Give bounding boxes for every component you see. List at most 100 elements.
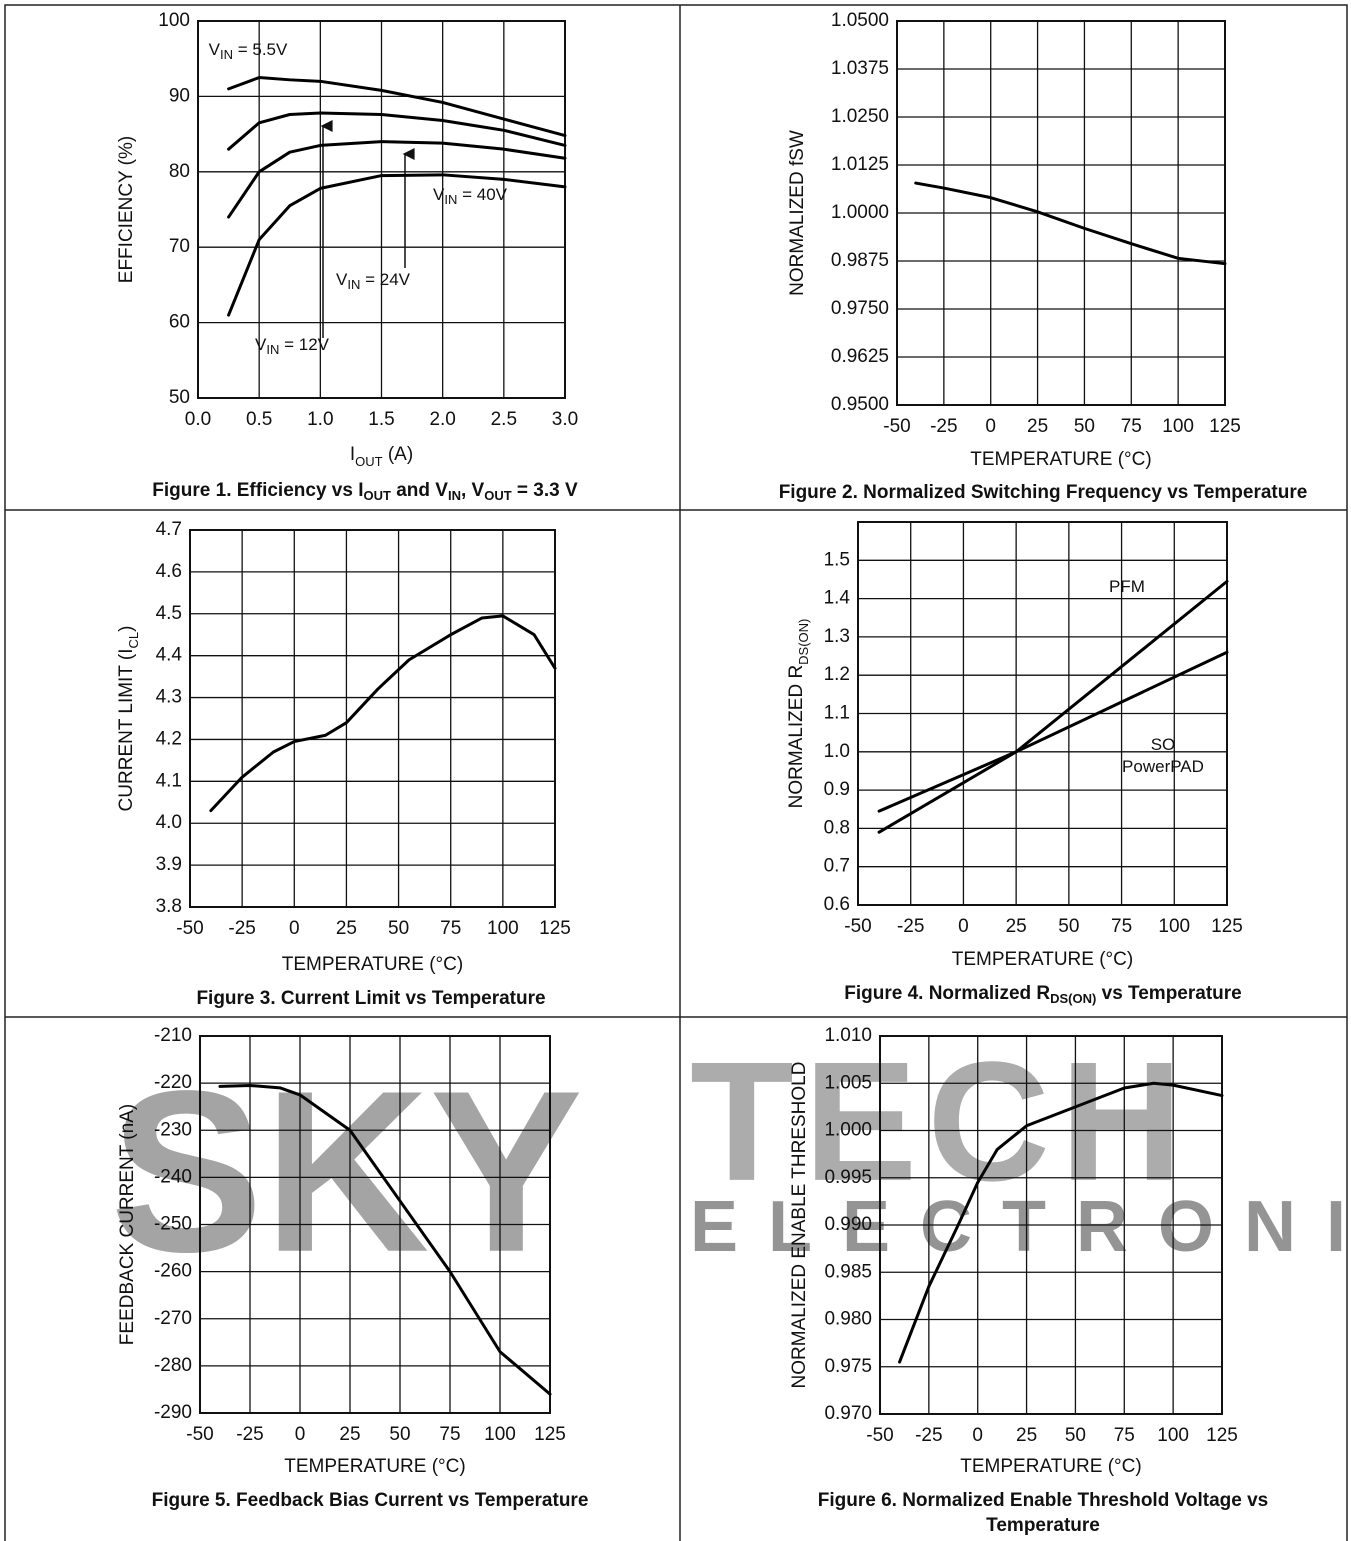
x-tick-label: 0 [289,918,300,939]
text-part: and V [390,480,448,501]
text-part: DS(ON) [1050,991,1097,1006]
x-tick-label: 75 [440,918,461,939]
text-part: Figure 3. Current Limit vs Temperature [196,988,546,1009]
plot-frame [879,1035,1223,1415]
y-tick-label: -270 [154,1308,192,1329]
text-part: OUT [484,488,512,503]
x-tick-label: -25 [236,1424,263,1445]
y-tick-label: 70 [169,236,190,257]
text-part: Figure 2. Normalized Switching Frequency… [778,482,1308,503]
y-tick-label: 1.4 [824,588,851,609]
text-part: NORMALIZED R [786,665,807,809]
y-axis-label: NORMALIZED ENABLE THRESHOLD [789,1062,810,1389]
text-part: NORMALIZED fSW [787,130,808,296]
x-tick-label: 0 [958,916,969,937]
x-tick-label: 100 [484,1424,516,1445]
y-tick-label: 0.8 [824,817,850,838]
y-tick-label: 0.980 [824,1309,872,1330]
y-tick-label: -240 [154,1166,192,1187]
chart-title: Figure 1. Efficiency vs IOUT and VIN, VO… [45,478,685,503]
x-tick-label: -50 [866,1425,893,1446]
y-tick-label: 1.3 [824,626,850,647]
text-part: PFM [1109,577,1145,596]
x-tick-label: 100 [1158,916,1190,937]
text-part: OUT [363,488,391,503]
y-tick-label: 0.9875 [831,250,889,271]
x-tick-label: 50 [1074,416,1095,437]
series-label: VIN = 24V [323,269,423,291]
y-tick-label: 0.9500 [831,394,889,415]
y-tick-label: 0.7 [824,856,850,877]
x-tick-label: 2.5 [491,409,517,430]
y-tick-label: 4.7 [156,519,182,540]
text-part: CURRENT LIMIT (I [116,649,137,812]
text-part: V [255,335,267,354]
data-line [877,650,1229,813]
table-frame [4,4,1348,1541]
text-part: = 3.3 V [511,480,578,501]
x-tick-label: 125 [534,1424,566,1445]
y-tick-label: -250 [154,1214,192,1235]
y-tick-label: 4.6 [156,561,182,582]
y-tick-label: 1.0375 [831,58,889,79]
x-tick-label: 0.0 [185,409,211,430]
watermark-tagline: ELECTRONIC [690,1187,1351,1267]
y-tick-label: -220 [154,1072,192,1093]
text-part: (A) [383,444,414,465]
x-tick-label: -50 [883,416,910,437]
y-axis-label: NORMALIZED RDS(ON) [786,619,811,809]
y-tick-label: 0.9750 [831,298,889,319]
text-part: vs Temperature [1096,983,1242,1004]
text-part: = 40V [457,185,507,204]
text-part: V [433,185,445,204]
text-part: TEMPERATURE (°C) [284,1456,465,1477]
y-axis-label: EFFICIENCY (%) [116,136,137,283]
y-tick-label: 1.2 [824,664,850,685]
series-label: VIN = 12V [242,334,342,356]
y-tick-label: 1.5 [824,549,850,570]
x-axis-label: TEMPERATURE (°C) [970,449,1151,470]
text-part: = 12V [279,335,329,354]
watermark-brand: TECH [690,1027,1193,1217]
x-tick-label: 1.5 [368,409,394,430]
series-label: VIN = 40V [420,184,520,206]
x-axis-label: TEMPERATURE (°C) [952,949,1133,970]
x-axis-label: TEMPERATURE (°C) [282,954,463,975]
y-tick-label: 3.9 [156,854,182,875]
series-label: PFM [1077,576,1177,598]
x-tick-label: 25 [336,918,357,939]
y-tick-label: -210 [154,1025,192,1046]
x-tick-label: 75 [1121,416,1142,437]
x-tick-label: 25 [339,1424,360,1445]
chart-title: Figure 6. Normalized Enable Threshold Vo… [783,1488,1303,1538]
x-tick-label: 50 [1058,916,1079,937]
y-tick-label: 100 [158,10,190,31]
text-part: TEMPERATURE (°C) [282,954,463,975]
x-tick-label: -50 [186,1424,213,1445]
y-tick-label: 4.5 [156,603,182,624]
text-part: CL [126,632,141,649]
text-part: I [350,444,355,465]
data-line [227,140,567,219]
y-tick-label: 1.0000 [831,202,889,223]
plot-frame [197,20,566,399]
plot-frame [857,521,1228,906]
x-tick-label: 50 [389,1424,410,1445]
x-axis-label: TEMPERATURE (°C) [284,1456,465,1477]
text-part: V [208,40,220,59]
x-tick-label: 50 [388,918,409,939]
x-tick-label: 0 [972,1425,983,1446]
text-part: Figure 1. Efficiency vs I [152,480,364,501]
chart-title: Figure 5. Feedback Bias Current vs Tempe… [50,1488,690,1513]
y-tick-label: 0.970 [824,1403,872,1424]
x-tick-label: -25 [897,916,924,937]
y-tick-label: -260 [154,1261,192,1282]
y-tick-label: 1.010 [824,1025,872,1046]
x-tick-label: -50 [176,918,203,939]
x-axis-label: IOUT (A) [350,444,413,469]
y-tick-label: 1.0 [824,741,850,762]
text-part: = 24V [360,270,410,289]
plot-frame [189,529,556,908]
plot-frame [199,1035,551,1414]
